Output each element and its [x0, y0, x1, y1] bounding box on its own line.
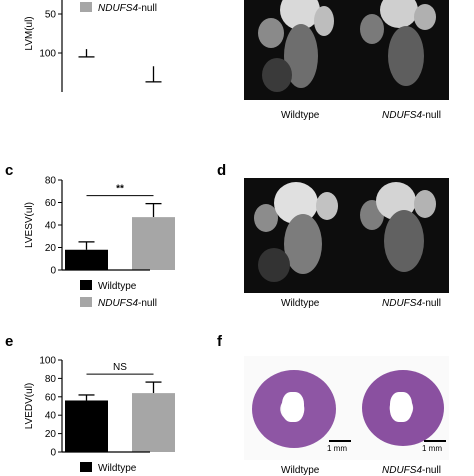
y-tick-label: 40 [45, 221, 57, 232]
y-tick-label: 50 [45, 10, 57, 21]
y-tick-label: 40 [45, 411, 57, 422]
y-tick-label: 0 [50, 448, 56, 459]
y-tick-label: 20 [45, 243, 57, 254]
y-axis-label: LVM(ul) [24, 16, 35, 50]
histology-caption-wildtype: Wildtype [281, 465, 320, 476]
y-tick-label: 100 [39, 356, 56, 367]
mri-caption-d-ndufs4: NDUFS4-null [382, 298, 441, 309]
y-axis-label: LVESV(ul) [24, 202, 35, 248]
y-tick-label: 60 [45, 392, 57, 403]
legend-label: NDUFS4-null [98, 3, 157, 14]
panel-label-e: e [5, 333, 14, 350]
bar-0 [65, 249, 108, 270]
panel-label-f: f [217, 333, 222, 350]
lvedv-bar-chart: 0 20 40 60 80 100 LVEDV(ul) NS Wildtype [24, 356, 175, 474]
legend-label: Wildtype [98, 463, 137, 474]
mri-image-ndufs4-null [354, 0, 449, 100]
significance-label: NS [113, 362, 127, 373]
lvesv-bar-chart: 0 20 40 60 80 LVESV(ul) ** Wildtype NDUFS4-null [24, 176, 175, 309]
panel-label-d: d [217, 162, 227, 179]
scale-bar-line [424, 440, 446, 442]
y-tick-label: 20 [45, 429, 57, 440]
y-axis-label: LVEDV(ul) [24, 383, 35, 430]
mri-image-wildtype [244, 0, 354, 100]
legend-swatch [80, 2, 92, 12]
mri-caption-d-wildtype: Wildtype [281, 298, 320, 309]
caption-suffix: -null [422, 110, 441, 121]
histology-caption-ndufs4: NDUFS4-null [382, 465, 441, 476]
mri-image-wildtype [244, 178, 354, 293]
gene-name: NDUFS4 [382, 298, 423, 309]
mri-panel-b [244, 0, 449, 100]
y-tick-label: 80 [45, 176, 57, 187]
panel-label-c: c [5, 162, 14, 179]
y-tick-label: 100 [39, 49, 56, 60]
histology-panel-f: 1 mm 1 mm [244, 356, 449, 460]
legend-label: NDUFS4-null [98, 298, 157, 309]
legend-swatch [80, 280, 92, 290]
bar-1 [132, 393, 175, 452]
mri-image-ndufs4-null [354, 178, 449, 293]
caption-suffix: -null [422, 298, 441, 309]
legend-label: Wildtype [98, 281, 137, 292]
gene-name: NDUFS4 [382, 110, 423, 121]
y-tick-label: 0 [50, 266, 56, 277]
mri-caption-b-wildtype: Wildtype [281, 110, 320, 121]
y-tick-label: 80 [45, 374, 57, 385]
bar-0 [65, 400, 108, 452]
mri-panel-d [244, 178, 449, 293]
legend-swatch [80, 462, 92, 472]
significance-label: ** [116, 184, 124, 195]
gene-name: NDUFS4 [382, 465, 423, 476]
caption-suffix: -null [422, 465, 441, 476]
mri-caption-b-ndufs4: NDUFS4-null [382, 110, 441, 121]
legend-swatch [80, 297, 92, 307]
scale-bar-label: 1 mm [422, 444, 442, 453]
y-tick-label: 60 [45, 198, 57, 209]
scale-bar-line [329, 440, 351, 442]
scale-bar-label: 1 mm [327, 444, 347, 453]
bar-1 [132, 217, 175, 270]
